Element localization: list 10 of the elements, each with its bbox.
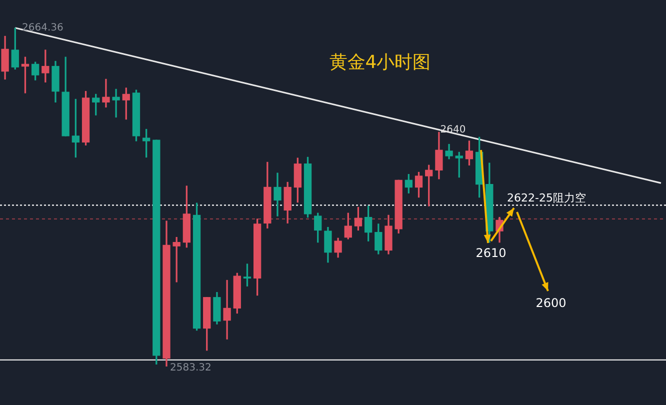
candlestick	[102, 78, 110, 108]
ref-line-label: 2622-25阻力空	[507, 192, 586, 205]
annotation: 2640	[440, 124, 466, 136]
candlestick	[112, 88, 120, 118]
annotation: 2583.32	[170, 362, 212, 374]
annotation: 2610	[476, 246, 506, 260]
annotation: 2600	[536, 296, 566, 310]
text: 黄金4小时图	[328, 51, 432, 74]
candlestick	[223, 280, 231, 340]
annotation: 2664.36	[22, 22, 64, 34]
